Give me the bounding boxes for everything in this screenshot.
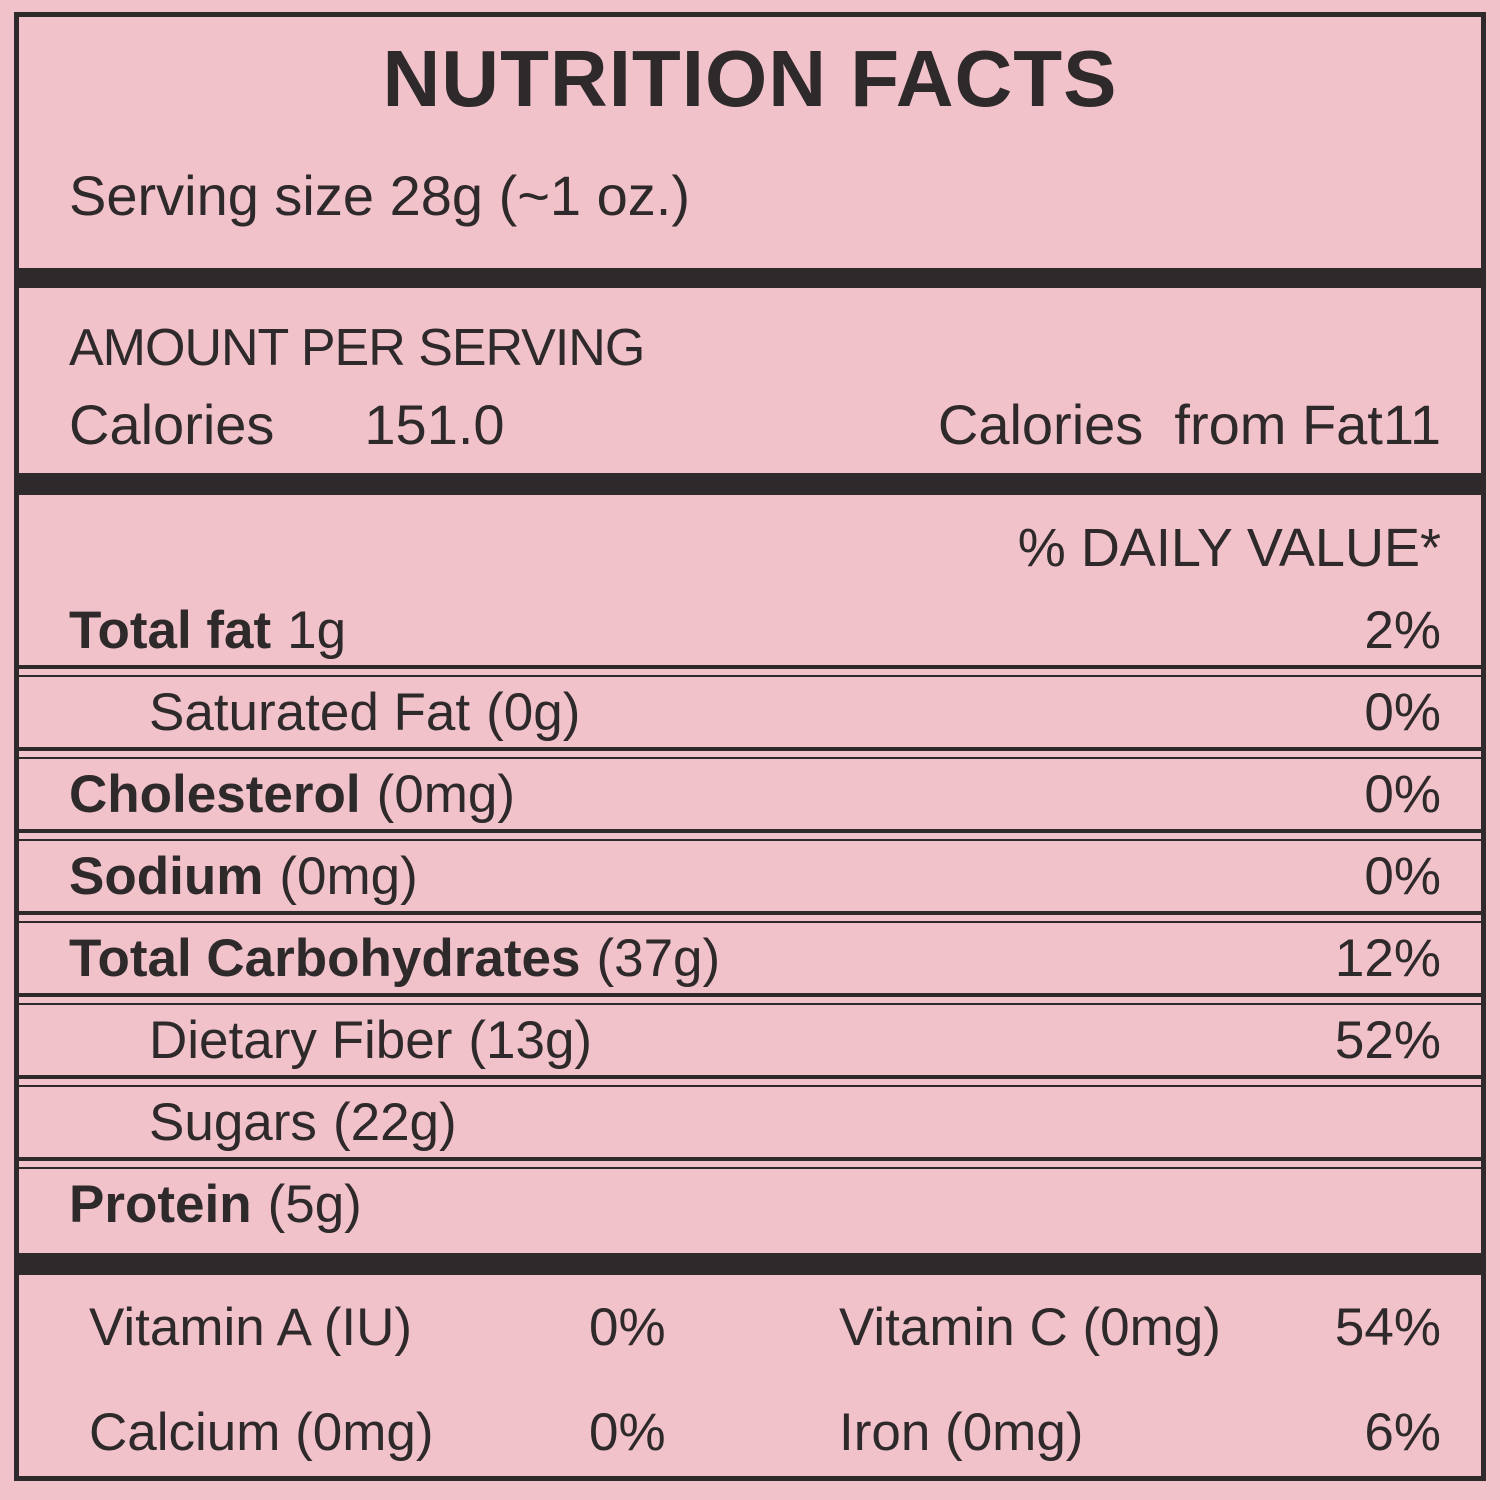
nutrient-row-sodium: Sodium (0mg) 0% bbox=[19, 841, 1481, 911]
nutrient-amount: 1g bbox=[287, 600, 347, 660]
row-divider bbox=[19, 911, 1481, 923]
nutrient-percent: 52% bbox=[1334, 1010, 1441, 1070]
nutrient-name: Dietary Fiber bbox=[149, 1010, 453, 1070]
row-divider bbox=[19, 993, 1481, 1005]
nutrient-percent: 0% bbox=[1364, 682, 1441, 742]
row-divider bbox=[19, 747, 1481, 759]
nutrient-row-protein: Protein (5g) bbox=[19, 1169, 1481, 1239]
label-title: NUTRITION FACTS bbox=[382, 34, 1118, 123]
nutrient-label: Total Carbohydrates (37g) bbox=[69, 928, 720, 989]
calories-value: 151.0 bbox=[364, 393, 505, 456]
nutrient-row-total-fat: Total fat 1g 2% bbox=[19, 595, 1481, 665]
row-divider bbox=[19, 1157, 1481, 1169]
daily-value-header: % DAILY VALUE* bbox=[1017, 518, 1441, 578]
row-divider bbox=[19, 829, 1481, 841]
nutrient-percent: 0% bbox=[1364, 764, 1441, 824]
micronutrient-percent: 54% bbox=[1334, 1298, 1441, 1357]
nutrient-label: Sugars (22g) bbox=[149, 1092, 457, 1153]
micronutrient-name-iron: Iron (0mg) bbox=[839, 1403, 1084, 1462]
nutrient-label: Sodium (0mg) bbox=[69, 846, 418, 907]
section-divider-bar bbox=[19, 1253, 1481, 1275]
nutrient-amount: (13g) bbox=[468, 1010, 593, 1070]
nutrient-name: Saturated Fat bbox=[149, 682, 471, 742]
micronutrient-percent: 6% bbox=[1364, 1403, 1441, 1462]
serving-size-text: Serving size 28g (~1 oz.) bbox=[69, 164, 690, 227]
micronutrients-grid: Vitamin A (IU) 0% Vitamin C (0mg) 54% Ca… bbox=[19, 1297, 1481, 1463]
nutrient-amount: (5g) bbox=[267, 1174, 362, 1234]
nutrient-label: Cholesterol (0mg) bbox=[69, 764, 515, 825]
section-divider-bar bbox=[19, 473, 1481, 495]
nutrient-row-cholesterol: Cholesterol (0mg) 0% bbox=[19, 759, 1481, 829]
nutrient-percent: 2% bbox=[1364, 600, 1441, 660]
nutrient-name: Sodium bbox=[69, 846, 264, 906]
calories-label: Calories bbox=[69, 393, 275, 456]
nutrient-name: Total fat bbox=[69, 600, 272, 660]
nutrient-amount: (0mg) bbox=[376, 764, 515, 824]
micronutrient-name-vitamin-c: Vitamin C (0mg) bbox=[839, 1298, 1221, 1357]
nutrient-amount: (0mg) bbox=[279, 846, 418, 906]
nutrient-label: Saturated Fat (0g) bbox=[149, 682, 580, 743]
nutrient-name: Total Carbohydrates bbox=[69, 928, 581, 988]
nutrient-row-total-carbohydrates: Total Carbohydrates (37g) 12% bbox=[19, 923, 1481, 993]
nutrient-percent: 0% bbox=[1364, 846, 1441, 906]
section-divider-bar bbox=[19, 268, 1481, 288]
nutrient-row-saturated-fat: Saturated Fat (0g) 0% bbox=[19, 677, 1481, 747]
nutrient-rows: Total fat 1g 2% Saturated Fat (0g) 0% Chol… bbox=[19, 595, 1481, 1239]
micronutrient-percent: 0% bbox=[589, 1298, 666, 1357]
calories-from-fat: Calories from Fat11 bbox=[937, 393, 1441, 456]
row-divider bbox=[19, 1075, 1481, 1087]
micronutrient-name-calcium: Calcium (0mg) bbox=[89, 1403, 434, 1462]
row-divider bbox=[19, 665, 1481, 677]
nutrition-label: NUTRITION FACTS Serving size 28g (~1 oz.… bbox=[14, 12, 1486, 1481]
nutrient-amount: (22g) bbox=[332, 1092, 457, 1152]
nutrient-name: Cholesterol bbox=[69, 764, 361, 824]
calories-left: Calories 151.0 bbox=[69, 392, 505, 457]
nutrient-percent: 12% bbox=[1334, 928, 1441, 988]
nutrient-label: Total fat 1g bbox=[69, 600, 346, 661]
nutrient-name: Sugars bbox=[149, 1092, 317, 1152]
nutrient-row-sugars: Sugars (22g) bbox=[19, 1087, 1481, 1157]
nutrient-name: Protein bbox=[69, 1174, 252, 1234]
amount-per-serving-heading: AMOUNT PER SERVING bbox=[69, 319, 645, 377]
nutrient-row-dietary-fiber: Dietary Fiber (13g) 52% bbox=[19, 1005, 1481, 1075]
nutrient-amount: (0g) bbox=[486, 682, 581, 742]
calories-line: Calories 151.0 Calories from Fat11 bbox=[19, 392, 1481, 457]
nutrient-label: Protein (5g) bbox=[69, 1174, 362, 1235]
micronutrient-percent: 0% bbox=[589, 1403, 666, 1462]
nutrient-amount: (37g) bbox=[596, 928, 721, 988]
nutrient-label: Dietary Fiber (13g) bbox=[149, 1010, 592, 1071]
micronutrient-name-vitamin-a: Vitamin A (IU) bbox=[89, 1298, 413, 1357]
